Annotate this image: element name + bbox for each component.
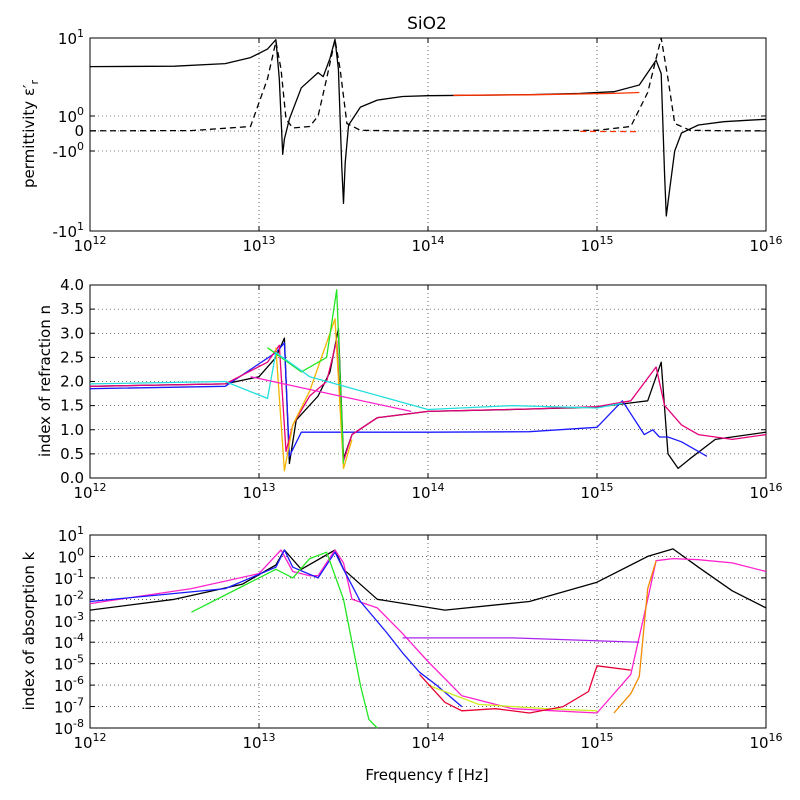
x-tick-label: 1013 — [242, 481, 275, 502]
absorption-ylabel: index of absorption k — [20, 551, 38, 710]
series-line-n-green — [267, 289, 345, 464]
refraction-ylabel: index of refraction n — [36, 305, 54, 457]
y-tick-label: 10-3 — [54, 610, 84, 631]
x-tick-label: 1012 — [73, 731, 106, 752]
series-line-n-yellow — [275, 318, 353, 472]
y-tick-label: -101 — [53, 220, 85, 241]
y-tick-label: 2.5 — [60, 348, 84, 366]
y-tick-label: 10-8 — [54, 717, 84, 738]
series-line-n-magenta — [89, 339, 767, 462]
y-tick-label: 100 — [58, 105, 84, 126]
y-tick-label: 4.0 — [60, 276, 84, 294]
series-line-k-violet — [402, 637, 640, 643]
series-line-k-orange — [613, 560, 657, 714]
series-line-imaginary — [89, 37, 766, 132]
series-line-data-real — [453, 91, 640, 96]
x-tick-label: 1013 — [242, 234, 275, 255]
figure-title: SiO2 — [407, 14, 447, 34]
y-tick-label: 101 — [58, 27, 84, 48]
x-tick-label: 1013 — [242, 731, 275, 752]
y-tick-label: 0.0 — [60, 469, 84, 487]
y-tick-label: 10-5 — [54, 653, 84, 674]
series-line-k-red — [419, 665, 631, 714]
y-tick-label: 10-6 — [54, 674, 84, 695]
y-tick-label: 100 — [58, 545, 84, 566]
x-tick-label: 1016 — [749, 234, 782, 255]
series-line-n-cyan — [89, 351, 623, 411]
series-line-n-blue — [89, 342, 708, 457]
x-tick-label: 1014 — [411, 234, 444, 255]
y-tick-label: 0 — [74, 122, 84, 140]
x-tick-label: 1014 — [411, 731, 444, 752]
y-tick-label: -100 — [53, 140, 85, 161]
series-line-n-pink-line — [250, 376, 412, 413]
y-tick-label: 1.5 — [60, 397, 84, 415]
refraction-panel: 1012 1013 1014 1015 1016 0.0 0.5 1.0 1.5 2.0 2.5 3.… — [36, 276, 783, 502]
absorption-panel: 1012 1013 1014 1015 1016 10-810-710-610-510-4… — [20, 524, 783, 784]
x-tick-label: 1015 — [580, 731, 613, 752]
series-line-k-magenta — [89, 549, 767, 714]
y-tick-label: 10-7 — [54, 696, 84, 717]
x-tick-label: 1012 — [73, 234, 106, 255]
y-tick-label: 2.0 — [60, 373, 84, 391]
series-line-real — [89, 38, 767, 217]
frequency-xlabel: Frequency f [Hz] — [365, 766, 488, 784]
x-tick-label: 1012 — [73, 481, 106, 502]
y-tick-label: 10-4 — [54, 631, 84, 652]
y-tick-label: 101 — [58, 524, 84, 545]
x-tick-label: 1016 — [749, 731, 782, 752]
series-line-k-yellow-green — [427, 684, 598, 712]
y-tick-label: 0.5 — [60, 445, 84, 463]
x-tick-label: 1014 — [411, 481, 444, 502]
y-tick-label: 10-1 — [54, 567, 84, 588]
y-tick-label: 10-2 — [54, 588, 84, 609]
permittivity-ylabel: permittivity ε′r — [20, 80, 41, 188]
y-tick-label: 3.0 — [60, 324, 84, 342]
series-line-k-blue — [89, 549, 463, 708]
y-tick-label: 3.5 — [60, 300, 84, 318]
y-tick-label: 1.0 — [60, 421, 84, 439]
x-tick-label: 1016 — [749, 481, 782, 502]
series-line-k-green — [191, 551, 378, 729]
x-tick-label: 1015 — [580, 481, 613, 502]
x-tick-label: 1015 — [580, 234, 613, 255]
